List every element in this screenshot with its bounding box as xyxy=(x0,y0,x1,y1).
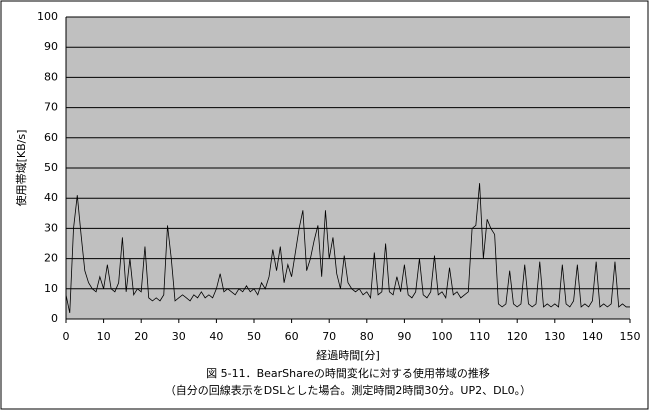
y-tick-label: 70 xyxy=(44,101,58,114)
y-tick-label: 50 xyxy=(44,161,58,174)
x-tick-label: 90 xyxy=(397,330,411,343)
x-tick-label: 140 xyxy=(582,330,603,343)
x-tick-label: 40 xyxy=(209,330,223,343)
x-tick-label: 0 xyxy=(63,330,70,343)
x-tick-label: 80 xyxy=(360,330,374,343)
y-tick-label: 40 xyxy=(44,191,58,204)
y-tick-label: 90 xyxy=(44,40,58,53)
y-tick-label: 0 xyxy=(51,312,58,325)
x-tick-label: 70 xyxy=(322,330,336,343)
x-tick-label: 150 xyxy=(620,330,641,343)
y-tick-label: 10 xyxy=(44,282,58,295)
data-line xyxy=(65,183,630,314)
chart-title: 図 5-11．BearShareの時間変化に対する使用帯域の推移 xyxy=(206,366,490,380)
x-tick-label: 60 xyxy=(285,330,299,343)
x-tick-label: 10 xyxy=(97,330,111,343)
y-axis-label: 使用帯域[KB/s] xyxy=(15,130,28,207)
x-axis-label: 経過時間[分] xyxy=(316,349,380,362)
x-tick-label: 130 xyxy=(544,330,565,343)
y-tick-label: 20 xyxy=(44,252,58,265)
y-tick-label: 60 xyxy=(44,131,58,144)
y-tick-label: 80 xyxy=(44,70,58,83)
x-tick-label: 110 xyxy=(469,330,490,343)
x-tick-label: 120 xyxy=(507,330,528,343)
y-tick-label: 30 xyxy=(44,221,58,234)
x-tick-label: 20 xyxy=(134,330,148,343)
y-tick-label: 100 xyxy=(37,10,58,23)
x-tick-label: 100 xyxy=(432,330,453,343)
chart-subtitle: （自分の回線表示をDSLとした場合。測定時間2時間30分。UP2、DL0。） xyxy=(165,383,531,397)
x-tick-label: 30 xyxy=(172,330,186,343)
x-tick-label: 50 xyxy=(247,330,261,343)
